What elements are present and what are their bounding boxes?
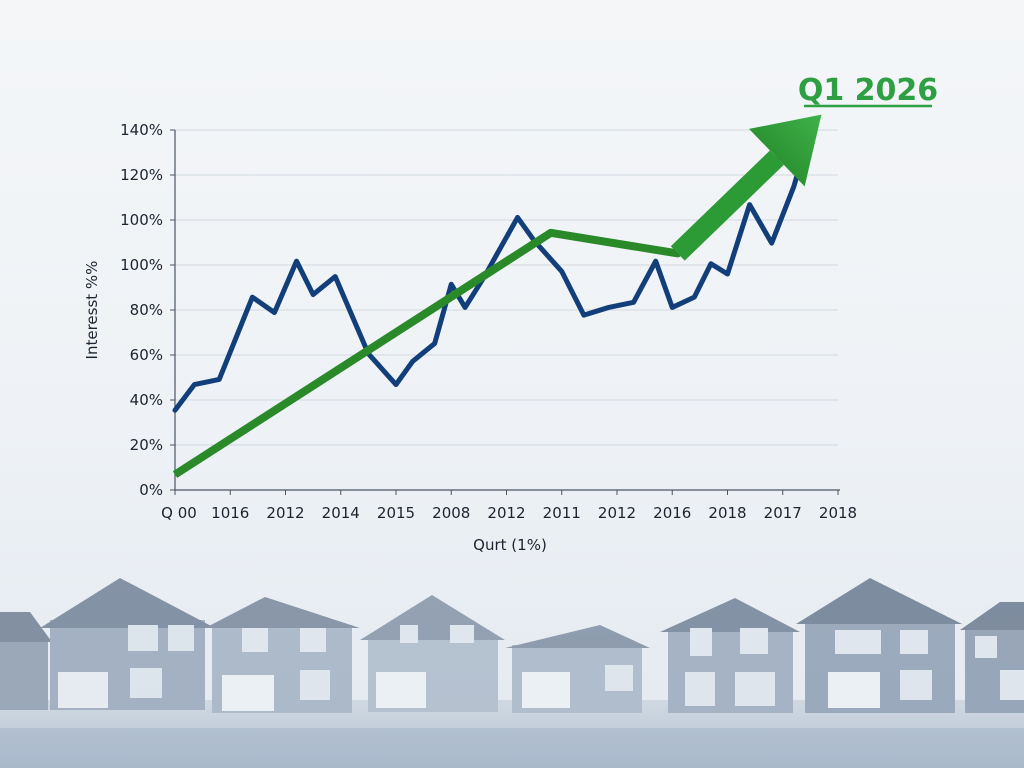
house-7 [796, 578, 962, 713]
houses-background [0, 578, 1024, 768]
house-8 [960, 602, 1024, 713]
x-tick-label: 2018 [819, 504, 857, 522]
trend-line [172, 154, 780, 478]
y-tick-label: 80% [130, 301, 163, 319]
y-tick-label: 100% [120, 256, 163, 274]
house-4 [360, 595, 505, 712]
x-tick-label: 2008 [432, 504, 470, 522]
x-tick-label: 2016 [653, 504, 691, 522]
x-tick-label: 2011 [543, 504, 581, 522]
y-tick-label: 0% [139, 481, 163, 499]
house-5 [505, 625, 650, 713]
x-tick-label: Q 00 [161, 504, 197, 522]
y-tick-label: 100% [120, 211, 163, 229]
gridlines [175, 129, 838, 446]
x-tick-labels: Q 00 1016 2012 2014 2015 2008 2012 2011 2012 2016… [161, 490, 857, 522]
trend-arrowhead [749, 114, 822, 187]
x-tick-label: 2015 [377, 504, 415, 522]
series-layer [172, 127, 813, 478]
y-axis-title: Interesst %% [83, 261, 101, 360]
house-6 [660, 598, 800, 713]
house-1 [0, 612, 52, 710]
house-2 [40, 578, 215, 710]
callout-label: Q1 2026 [798, 73, 938, 108]
interest-rate-line [172, 127, 813, 413]
x-tick-label: 2018 [708, 504, 746, 522]
x-tick-label: 1016 [211, 504, 249, 522]
y-tick-label: 60% [130, 346, 163, 364]
y-tick-labels: 0% 20% 40% 60% 80% 100% 100% 120% 140% [120, 121, 175, 499]
y-tick-label: 120% [120, 166, 163, 184]
x-tick-label: 2017 [764, 504, 802, 522]
house-3 [205, 597, 360, 713]
y-tick-label: 40% [130, 391, 163, 409]
y-tick-label: 140% [120, 121, 163, 139]
x-tick-label: 2012 [598, 504, 636, 522]
x-tick-label: 2014 [322, 504, 360, 522]
trend-line-final-segment [670, 150, 784, 261]
y-tick-label: 20% [130, 436, 163, 454]
x-axis-title: Qurt (1%) [473, 536, 547, 554]
x-tick-label: 2012 [266, 504, 304, 522]
x-tick-label: 2012 [487, 504, 525, 522]
